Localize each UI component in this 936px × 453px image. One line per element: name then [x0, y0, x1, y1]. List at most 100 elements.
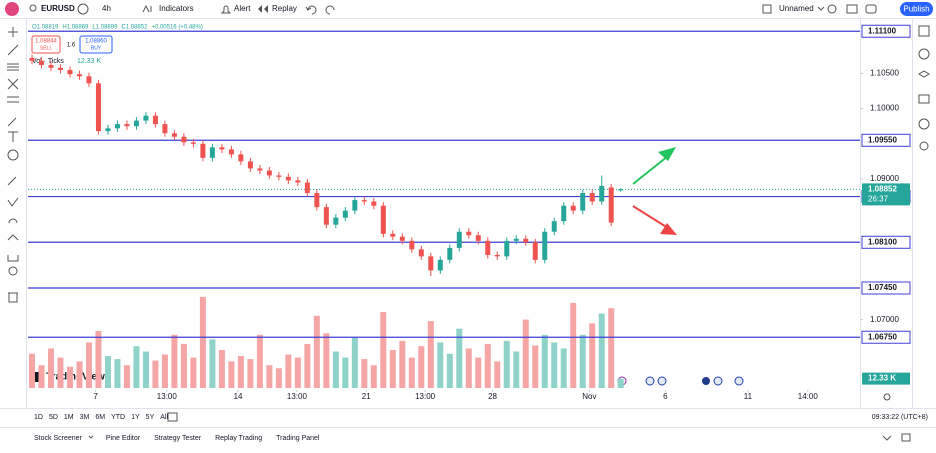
range-button[interactable]: 6M — [95, 414, 105, 421]
undo-icon[interactable] — [305, 5, 317, 15]
volume-bar — [171, 334, 178, 388]
symbol[interactable]: EURUSD — [41, 4, 75, 13]
drawing-tools[interactable] — [7, 27, 19, 303]
range-button[interactable]: 1D — [34, 414, 43, 421]
volume-bar — [237, 356, 244, 388]
layout-name[interactable]: Unnamed — [779, 4, 814, 13]
snapshot-icon[interactable] — [865, 4, 877, 14]
x-tick-label: 7 — [93, 392, 98, 401]
up-arrow — [632, 155, 669, 185]
volume-bar — [247, 359, 254, 388]
range-button[interactable]: All — [160, 414, 168, 421]
range-button[interactable]: 1M — [64, 414, 74, 421]
sidebar-icons[interactable] — [918, 25, 930, 151]
publish-button[interactable] — [900, 2, 933, 16]
alert-icon[interactable] — [220, 5, 232, 14]
ohlc-value: L1.08699 — [92, 25, 118, 31]
volume-bar — [570, 302, 577, 388]
candle-body — [124, 124, 130, 127]
candle-body — [551, 221, 557, 232]
collapse-panel[interactable] — [882, 435, 892, 441]
volume-bar — [361, 359, 368, 388]
bottom-tab[interactable]: Strategy Tester — [154, 435, 202, 442]
range-button[interactable]: 1Y — [131, 414, 140, 421]
candle-body — [143, 115, 149, 121]
bottom-tab[interactable]: Replay Trading — [215, 435, 262, 442]
search-icon[interactable] — [29, 4, 37, 12]
legend: O1.08819 H1.08869 L1.08699 C1.08852 +0.00516… — [32, 25, 203, 31]
volume-bar — [114, 359, 121, 388]
redo-icon[interactable] — [325, 5, 335, 15]
chart-settings[interactable] — [883, 393, 891, 401]
y-tick-label: 1.07000 — [870, 315, 899, 324]
indicators-icon[interactable] — [142, 4, 152, 13]
candle-body — [599, 186, 605, 202]
level-label-box — [861, 235, 911, 249]
interval[interactable]: 4h — [102, 4, 111, 13]
buy-button[interactable] — [79, 35, 113, 54]
candle-body — [485, 240, 491, 255]
goto-date-icon[interactable] — [167, 412, 178, 422]
volume-bar — [427, 321, 434, 388]
volume-bar — [598, 313, 605, 388]
candle-body — [295, 180, 301, 183]
candle-body — [228, 149, 234, 155]
volume-bar — [199, 296, 206, 388]
sell-price[interactable]: 1.08844 — [35, 39, 57, 45]
candle-body — [542, 231, 548, 260]
candle-body — [181, 136, 187, 143]
range-button[interactable]: 3M — [80, 414, 90, 421]
volume-bar — [123, 365, 130, 388]
sell-label[interactable]: SELL — [40, 45, 52, 51]
layout-checkbox[interactable] — [762, 4, 772, 14]
bottom-tab[interactable]: Stock Screener — [34, 435, 83, 442]
buy-price[interactable]: 1.08860 — [85, 39, 107, 45]
candle-body — [361, 200, 367, 202]
maximize-panel[interactable] — [901, 433, 911, 442]
fullscreen-icon[interactable] — [846, 4, 858, 14]
volume-bar — [76, 361, 83, 388]
volume-bar — [475, 357, 482, 388]
x-tick-label: 13:00 — [287, 392, 308, 401]
indicators[interactable]: Indicators — [159, 4, 194, 13]
volume-bar — [342, 357, 349, 388]
settings-icon[interactable] — [827, 4, 837, 14]
event-icons[interactable] — [617, 376, 744, 386]
candle-body — [333, 217, 339, 225]
volume-bar — [161, 354, 168, 388]
candle-body — [456, 231, 462, 248]
volume-bar — [142, 351, 149, 388]
volume-bar — [351, 337, 358, 388]
candle-body — [105, 128, 111, 132]
candle-body — [133, 120, 139, 127]
volume-bar — [85, 342, 92, 388]
candle-body — [418, 249, 424, 257]
range-button[interactable]: 5D — [49, 414, 58, 421]
x-tick-label: 6 — [663, 392, 668, 401]
candle-body — [352, 200, 358, 211]
bottom-tab[interactable]: Pine Editor — [106, 435, 141, 442]
replay[interactable]: Replay — [272, 4, 297, 13]
buy-label[interactable]: BUY — [91, 45, 102, 51]
bottom-tab[interactable]: Trading Panel — [276, 435, 320, 442]
volume-bar — [332, 351, 339, 388]
logo[interactable] — [5, 2, 19, 16]
candle-body — [247, 161, 253, 169]
range-button[interactable]: 5Y — [146, 414, 155, 421]
alert[interactable]: Alert — [234, 4, 251, 13]
range-button[interactable]: YTD — [111, 414, 125, 421]
candle-body — [390, 233, 396, 237]
volume-bar — [218, 350, 225, 388]
volume-bar — [180, 343, 187, 388]
volume-bar — [294, 357, 301, 388]
sell-button[interactable] — [31, 35, 61, 54]
x-tick-label: 14:00 — [798, 392, 819, 401]
candle-body — [399, 236, 405, 241]
compare-icon[interactable] — [77, 3, 89, 15]
candle-body — [152, 115, 158, 125]
publish[interactable]: Publish — [903, 5, 929, 14]
replay-icon[interactable] — [258, 5, 268, 13]
layout-menu[interactable] — [817, 6, 825, 11]
volume-bar — [541, 334, 548, 388]
